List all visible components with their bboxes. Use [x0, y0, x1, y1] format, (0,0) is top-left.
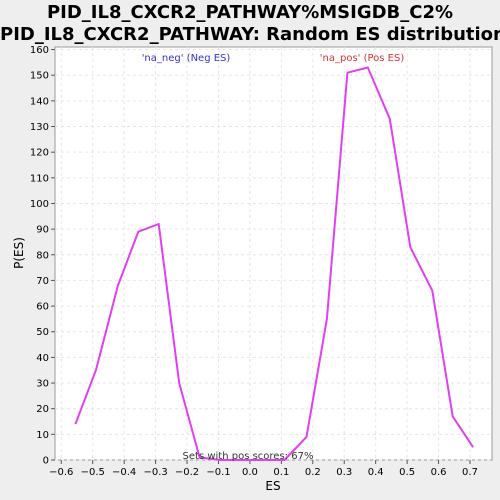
y-tick-label: 30: [36, 379, 49, 390]
y-tick-label: 120: [30, 148, 49, 159]
y-tick-label: 80: [36, 250, 49, 261]
y-tick-label: 10: [36, 430, 49, 441]
pos-scores-annotation: Sets with pos scores: 67%: [183, 451, 314, 462]
y-tick-label: 130: [30, 122, 49, 133]
x-axis-label: ES: [265, 479, 280, 493]
y-tick-label: 110: [30, 173, 49, 184]
y-tick-label: 100: [30, 199, 49, 210]
y-tick-label: 140: [30, 96, 49, 107]
y-tick-label: 90: [36, 225, 49, 236]
x-tick-label: −0.2: [175, 467, 199, 478]
x-tick-label: −0.6: [49, 467, 73, 478]
y-tick-label: 20: [36, 404, 49, 415]
x-tick-label: −0.1: [206, 467, 230, 478]
y-tick-label: 60: [36, 302, 49, 313]
x-tick-label: 0.2: [305, 467, 321, 478]
y-tick-label: 150: [30, 71, 49, 82]
legend-pos-es: 'na_pos' (Pos ES): [320, 53, 405, 64]
y-tick-label: 70: [36, 276, 49, 287]
legend-neg-es: 'na_neg' (Neg ES): [142, 53, 231, 64]
x-tick-label: 0.5: [399, 467, 415, 478]
x-tick-label: 0.0: [242, 467, 258, 478]
x-tick-label: 0.3: [336, 467, 352, 478]
y-tick-label: 40: [36, 353, 49, 364]
x-tick-label: 0.6: [431, 467, 447, 478]
y-tick-label: 160: [30, 45, 49, 56]
y-tick-label: 0: [43, 456, 49, 467]
x-tick-label: 0.1: [273, 467, 289, 478]
y-axis-label: P(ES): [12, 237, 26, 269]
x-tick-label: 0.4: [368, 467, 384, 478]
x-tick-label: 0.7: [462, 467, 478, 478]
x-tick-label: −0.3: [143, 467, 167, 478]
x-tick-label: −0.4: [112, 467, 136, 478]
x-tick-label: −0.5: [81, 467, 105, 478]
plot-area: [55, 47, 492, 460]
y-tick-label: 50: [36, 327, 49, 338]
